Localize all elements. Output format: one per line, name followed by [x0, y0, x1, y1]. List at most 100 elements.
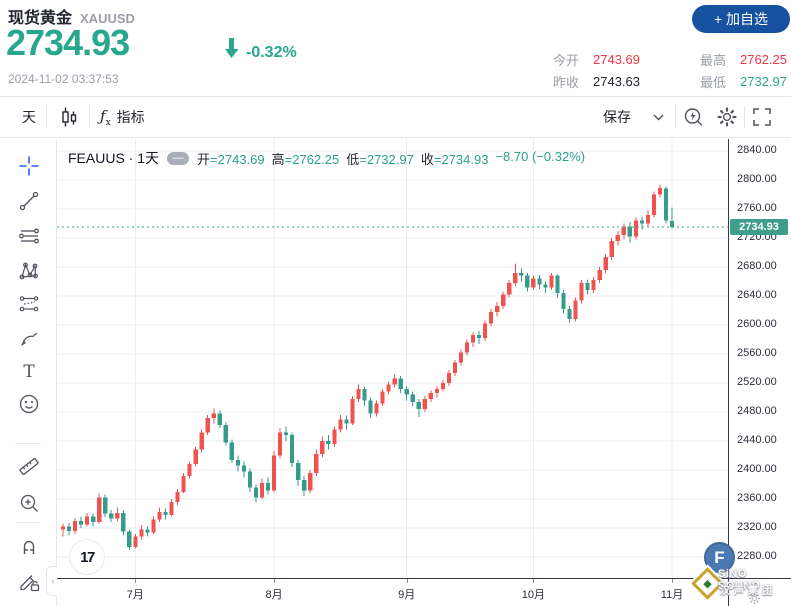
settings-button[interactable]: [710, 102, 744, 132]
zoom-in-tool[interactable]: [15, 489, 42, 516]
measure-tool[interactable]: [15, 452, 42, 479]
candle-body: [507, 282, 512, 295]
candle-body: [308, 472, 313, 491]
horizontal-lines-tool[interactable]: [15, 222, 42, 249]
time-axis[interactable]: 7月 8月 9月 10月 11月: [57, 578, 791, 606]
quick-flash-button[interactable]: [676, 102, 710, 132]
candle-body: [609, 240, 614, 257]
candle-body: [627, 226, 632, 237]
candle-body: [350, 398, 355, 424]
candle-body: [91, 516, 96, 523]
stats-column-right: 最高 2762.25 最低 2732.97: [700, 48, 787, 92]
candle-body: [555, 275, 560, 294]
candle-body: [109, 513, 114, 519]
candlestick-icon: [57, 105, 79, 129]
sidebar-collapse-handle[interactable]: ‹: [46, 566, 59, 596]
add-watchlist-button[interactable]: + 加自选: [692, 5, 790, 33]
candle-body: [362, 388, 367, 401]
candle-body: [476, 335, 482, 339]
candle-body: [344, 419, 349, 424]
candle-body: [296, 462, 301, 481]
save-button[interactable]: 保存: [593, 107, 641, 127]
candle-body: [537, 278, 542, 285]
brush-tool[interactable]: [15, 324, 42, 351]
candlestick-chart[interactable]: [57, 139, 728, 578]
candle-body: [187, 464, 192, 476]
price-down-arrow-icon: [224, 38, 239, 58]
candle-body: [633, 220, 638, 237]
candle-body: [253, 487, 259, 498]
fullscreen-button[interactable]: [745, 102, 779, 132]
hide-series-toggle[interactable]: —: [167, 151, 190, 165]
projection-tool[interactable]: [15, 290, 42, 317]
candle-body: [386, 384, 391, 392]
stat-label: 最高: [700, 52, 727, 68]
indicators-button[interactable]: ƒx 指标: [90, 97, 155, 137]
candle-body: [175, 491, 180, 502]
candle-body: [567, 309, 572, 320]
candle-body: [271, 455, 277, 491]
sidebar-divider: [15, 443, 41, 444]
candle-body: [464, 342, 470, 353]
chart-type-button[interactable]: [47, 97, 89, 137]
save-menu-chevron[interactable]: [641, 102, 675, 132]
candle-body: [326, 441, 331, 444]
candle-body: [446, 372, 452, 383]
symbol-code: XAUUSD: [80, 11, 135, 26]
candle-body: [356, 388, 361, 399]
candle-body: [645, 214, 651, 224]
candle-body: [495, 306, 500, 312]
magnet-tool[interactable]: [15, 533, 42, 560]
price-axis[interactable]: 2734.93 2840.00 2800.00 2760.00 2720.00 2680…: [728, 139, 791, 578]
stat-prev-close: 昨收 2743.63: [553, 70, 640, 92]
xabcd-pattern-tool[interactable]: [15, 257, 42, 284]
candle-body: [284, 432, 289, 436]
chart-toolbar: 天 ƒx 指标 保存: [0, 96, 791, 138]
stat-value: 2732.97: [740, 73, 788, 89]
svg-text:T: T: [23, 362, 35, 382]
candle-body: [410, 394, 415, 402]
candle-body: [320, 441, 325, 455]
candle-body: [66, 526, 72, 531]
candle-body: [97, 497, 102, 523]
candle-body: [205, 417, 210, 433]
candle-body: [338, 419, 343, 430]
candle-body: [597, 269, 602, 281]
candle-body: [404, 388, 409, 395]
tradingview-logo[interactable]: 17: [69, 539, 105, 575]
candle-body: [585, 282, 590, 291]
y-axis-label: 2840.00: [737, 144, 777, 156]
candle-body: [470, 335, 476, 343]
candle-body: [663, 188, 669, 221]
x-axis-tick: [135, 579, 137, 583]
x-axis-label: 8月: [265, 589, 283, 601]
y-axis-label: 2360.00: [737, 492, 777, 504]
candle-body: [657, 187, 663, 195]
gear-icon: [716, 106, 738, 128]
candle-body: [398, 378, 403, 389]
lightning-circle-icon: [682, 106, 704, 128]
price-change-percent: -0.32%: [246, 44, 297, 61]
candle-body: [259, 483, 265, 498]
candle-body: [157, 512, 162, 520]
candle-body: [513, 272, 518, 283]
x-axis-label: 7月: [126, 589, 144, 601]
candle-body: [621, 226, 626, 236]
candle-body: [241, 465, 246, 472]
crosshair-tool[interactable]: [15, 152, 42, 179]
y-axis-label: 2480.00: [737, 405, 777, 417]
trend-line-tool[interactable]: [15, 187, 42, 214]
candle-body: [169, 501, 174, 515]
emoji-tool[interactable]: [15, 390, 42, 417]
text-tool[interactable]: T: [15, 357, 42, 384]
lock-drawings-tool[interactable]: [15, 567, 42, 594]
y-axis-label: 2440.00: [737, 434, 777, 446]
drawing-tools-sidebar: T: [0, 139, 59, 606]
toolbar-divider: [675, 106, 676, 128]
candle-body: [229, 442, 234, 460]
interval-button[interactable]: 天: [12, 97, 46, 137]
chart-canvas[interactable]: FEAUUS · 1天 — 开=2743.69 高=2762.25 低=2732…: [57, 139, 728, 578]
candle-body: [199, 432, 204, 450]
y-axis-label: 2760.00: [737, 202, 777, 214]
candle-body: [440, 383, 445, 389]
